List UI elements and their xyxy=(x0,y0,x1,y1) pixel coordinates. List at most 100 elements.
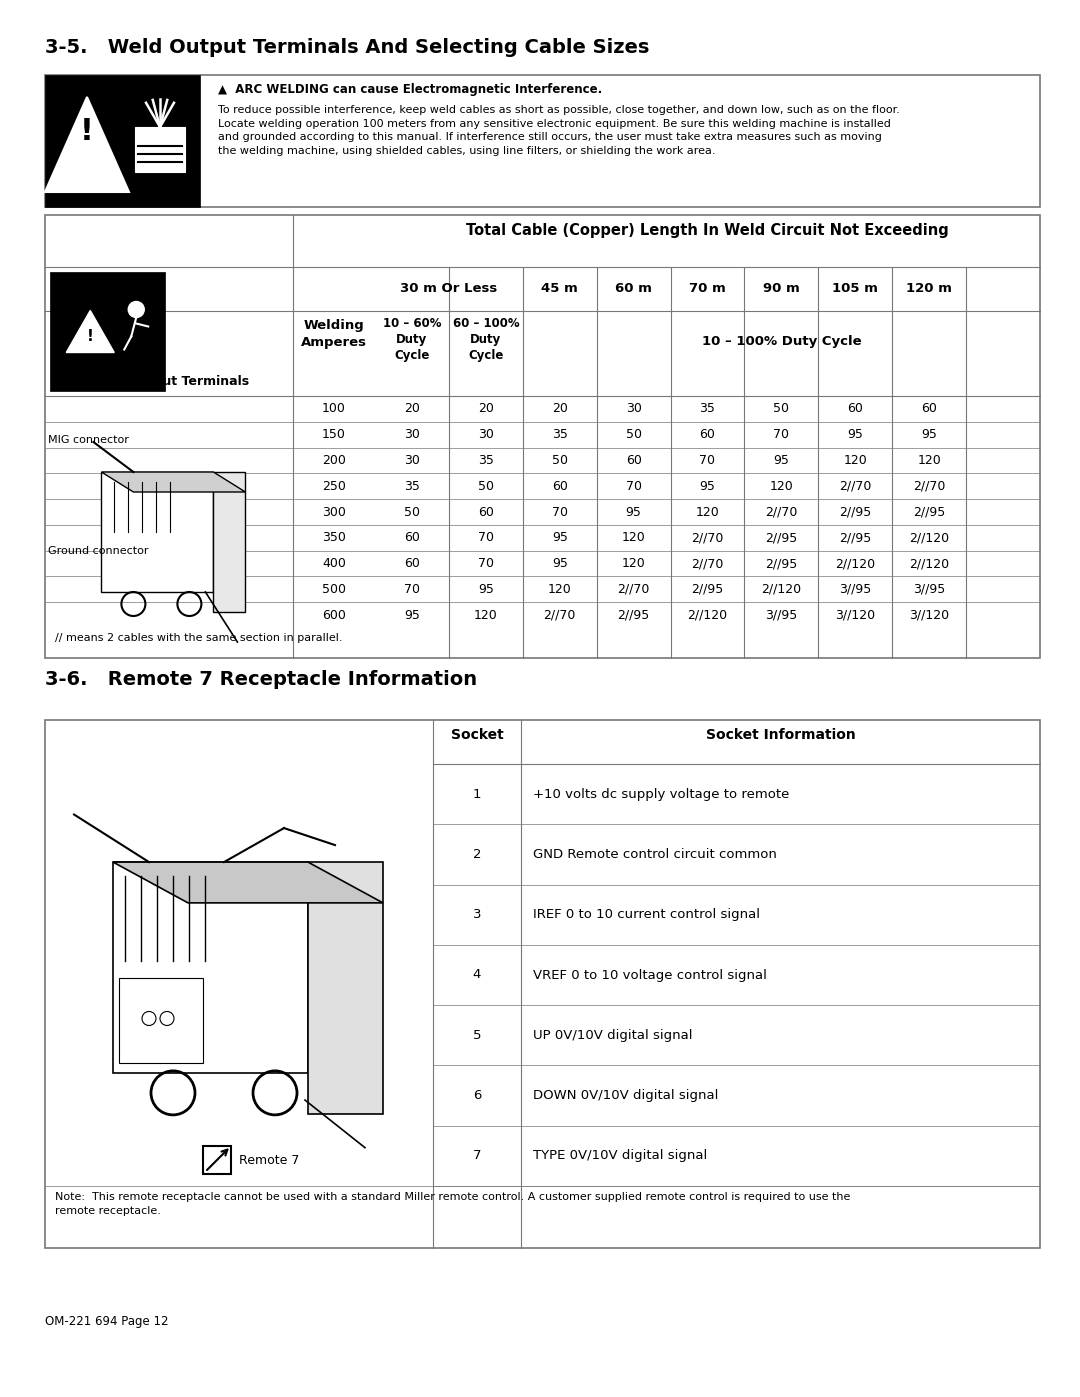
Text: 35: 35 xyxy=(552,427,568,441)
Text: 3-5.   Weld Output Terminals And Selecting Cable Sizes: 3-5. Weld Output Terminals And Selecting… xyxy=(45,38,649,57)
Bar xyxy=(45,75,200,207)
Text: 2//95: 2//95 xyxy=(839,531,872,545)
Text: 60: 60 xyxy=(404,531,420,545)
Text: !: ! xyxy=(80,117,94,147)
Bar xyxy=(102,472,214,592)
Text: 2//120: 2//120 xyxy=(688,609,728,622)
Bar xyxy=(45,75,1040,207)
Text: 120: 120 xyxy=(696,506,719,518)
Text: 2//95: 2//95 xyxy=(618,609,650,622)
Circle shape xyxy=(129,302,145,317)
Text: 120: 120 xyxy=(622,531,646,545)
Text: 2: 2 xyxy=(473,848,482,861)
Text: 100: 100 xyxy=(322,402,346,415)
Text: 120: 120 xyxy=(622,557,646,570)
Text: 2//70: 2//70 xyxy=(839,479,872,493)
Text: UP 0V/10V digital signal: UP 0V/10V digital signal xyxy=(534,1028,692,1042)
Text: 350: 350 xyxy=(322,531,346,545)
Text: 10 – 100% Duty Cycle: 10 – 100% Duty Cycle xyxy=(702,334,861,348)
Text: 250: 250 xyxy=(322,479,346,493)
Text: 2//95: 2//95 xyxy=(913,506,945,518)
Polygon shape xyxy=(113,862,383,902)
Text: 50: 50 xyxy=(625,427,642,441)
Text: 2//120: 2//120 xyxy=(909,531,949,545)
Text: 2//70: 2//70 xyxy=(766,506,797,518)
Text: 95: 95 xyxy=(921,427,937,441)
Text: 400: 400 xyxy=(322,557,346,570)
Polygon shape xyxy=(66,310,114,352)
Text: VREF 0 to 10 voltage control signal: VREF 0 to 10 voltage control signal xyxy=(534,968,767,982)
Text: 7: 7 xyxy=(473,1150,482,1162)
Text: IREF 0 to 10 current control signal: IREF 0 to 10 current control signal xyxy=(534,908,760,921)
Text: 60: 60 xyxy=(404,557,420,570)
Text: 120: 120 xyxy=(548,583,571,597)
Text: 35: 35 xyxy=(404,479,420,493)
Text: 120: 120 xyxy=(474,609,498,622)
Text: 120 m: 120 m xyxy=(906,282,953,296)
Text: !: ! xyxy=(86,330,94,344)
Text: 1: 1 xyxy=(473,788,482,800)
Text: 60: 60 xyxy=(700,427,715,441)
Text: 20: 20 xyxy=(477,402,494,415)
Text: Socket: Socket xyxy=(450,728,503,742)
Text: Ground connector: Ground connector xyxy=(48,545,149,556)
Text: 2//95: 2//95 xyxy=(766,557,797,570)
Text: 600: 600 xyxy=(322,609,346,622)
Text: 70: 70 xyxy=(404,583,420,597)
Text: 35: 35 xyxy=(700,402,715,415)
Text: 2//120: 2//120 xyxy=(835,557,876,570)
Bar xyxy=(113,862,308,1073)
Text: GND Remote control circuit common: GND Remote control circuit common xyxy=(534,848,777,861)
Text: 300: 300 xyxy=(322,506,346,518)
Text: 95: 95 xyxy=(477,583,494,597)
Text: 105 m: 105 m xyxy=(833,282,878,296)
Polygon shape xyxy=(102,472,245,492)
Text: 50: 50 xyxy=(552,454,568,467)
Text: 50: 50 xyxy=(404,506,420,518)
Text: 2//70: 2//70 xyxy=(543,609,576,622)
Bar xyxy=(135,127,185,172)
Text: 20: 20 xyxy=(404,402,420,415)
Text: Remote 7: Remote 7 xyxy=(239,1154,299,1166)
Bar xyxy=(308,862,383,1113)
Text: 200: 200 xyxy=(322,454,346,467)
Text: 95: 95 xyxy=(700,479,715,493)
Text: ▲  ARC WELDING can cause Electromagnetic Interference.: ▲ ARC WELDING can cause Electromagnetic … xyxy=(218,82,603,96)
Bar xyxy=(45,719,1040,1248)
Text: 3//95: 3//95 xyxy=(766,609,797,622)
Text: 35: 35 xyxy=(477,454,494,467)
Text: 60: 60 xyxy=(625,454,642,467)
Text: MIG connector: MIG connector xyxy=(48,434,129,444)
Text: 5: 5 xyxy=(473,1028,482,1042)
Text: 95: 95 xyxy=(625,506,642,518)
Text: DOWN 0V/10V digital signal: DOWN 0V/10V digital signal xyxy=(534,1090,718,1102)
Text: 60 m: 60 m xyxy=(616,282,652,296)
Text: 60: 60 xyxy=(921,402,937,415)
Text: 500: 500 xyxy=(322,583,346,597)
Text: Welding
Amperes: Welding Amperes xyxy=(301,319,367,349)
Text: 120: 120 xyxy=(917,454,941,467)
Text: 3//120: 3//120 xyxy=(909,609,949,622)
Text: 60: 60 xyxy=(477,506,494,518)
Text: 2//120: 2//120 xyxy=(761,583,801,597)
Text: 70: 70 xyxy=(700,454,715,467)
Text: 30: 30 xyxy=(404,427,420,441)
Text: 3//120: 3//120 xyxy=(835,609,876,622)
Text: 60: 60 xyxy=(848,402,863,415)
Text: 70: 70 xyxy=(477,531,494,545)
Text: 50: 50 xyxy=(773,402,789,415)
Text: 120: 120 xyxy=(843,454,867,467)
Text: 2//70: 2//70 xyxy=(618,583,650,597)
Bar xyxy=(119,978,203,1063)
Text: OM-221 694 Page 12: OM-221 694 Page 12 xyxy=(45,1316,168,1329)
Text: 6: 6 xyxy=(473,1090,482,1102)
Text: 2//120: 2//120 xyxy=(909,557,949,570)
Text: // means 2 cables with the same section in parallel.: // means 2 cables with the same section … xyxy=(55,633,342,643)
Text: 70: 70 xyxy=(773,427,789,441)
Text: 3-6.   Remote 7 Receptacle Information: 3-6. Remote 7 Receptacle Information xyxy=(45,671,477,689)
Text: 2//70: 2//70 xyxy=(691,557,724,570)
Text: 120: 120 xyxy=(770,479,794,493)
Text: 70: 70 xyxy=(625,479,642,493)
Text: 45 m: 45 m xyxy=(541,282,578,296)
Text: To reduce possible interference, keep weld cables as short as possible, close to: To reduce possible interference, keep we… xyxy=(218,105,900,156)
